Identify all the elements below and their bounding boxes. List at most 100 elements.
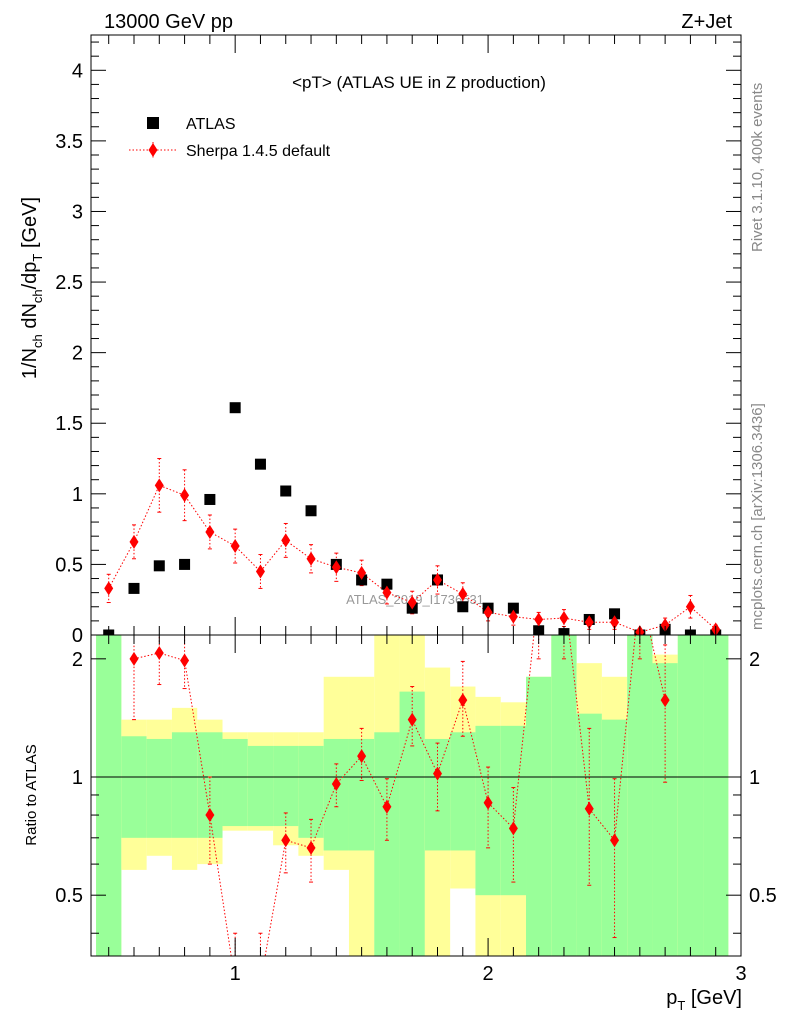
x-tick-label: 1	[230, 963, 241, 985]
ratio-point	[129, 651, 139, 666]
inner-band-bin	[450, 732, 476, 851]
sherpa-point	[483, 605, 493, 620]
atlas-data-point	[128, 582, 140, 594]
ratio-point	[635, 583, 644, 597]
legend-label-atlas: ATLAS	[186, 116, 236, 133]
inner-band-bin	[96, 635, 122, 956]
inner-band-bin	[399, 691, 425, 956]
y-tick-label-top: 3.5	[55, 131, 83, 153]
sherpa-point	[382, 585, 392, 600]
y-tick-label-ratio: 1	[72, 767, 83, 789]
y-tick-label-top: 4	[72, 60, 83, 82]
inner-band-bin	[298, 745, 324, 838]
sherpa-point	[331, 560, 341, 575]
inner-band-bin	[551, 635, 577, 956]
ratio-panel-frame	[90, 634, 742, 957]
x-tick-label: 2	[483, 963, 494, 985]
sherpa-point	[458, 587, 468, 602]
y-axis-title-ratio: Ratio to ATLAS	[23, 744, 40, 845]
sherpa-point	[534, 612, 544, 627]
ratio-point	[559, 583, 568, 597]
sherpa-point	[508, 609, 518, 624]
axis-tick-labels: 0 0.5 1 1.5 2 2.5 3 3.5 4 0.5 0.5 1 1 2 2 1 2 3	[55, 60, 777, 985]
sherpa-point	[104, 581, 114, 596]
x-tick-label: 3	[735, 963, 746, 985]
ratio-point	[584, 801, 594, 816]
ratio-point	[458, 693, 468, 708]
ratio-point	[382, 799, 392, 814]
atlas-data-point	[305, 505, 317, 517]
legend-label-sherpa: Sherpa 1.4.5 default	[186, 143, 331, 160]
ratio-point	[508, 821, 518, 836]
atlas-data-point	[179, 558, 191, 570]
sherpa-point	[154, 478, 164, 493]
x-axis-title: pT [GeV]	[666, 987, 742, 1013]
y-tick-label-top: 0	[72, 625, 83, 647]
sherpa-point	[432, 572, 442, 587]
site-label: mcplots.cern.ch [arXiv:1306.3436]	[749, 403, 766, 630]
y-tick-label-top: 0.5	[55, 554, 83, 576]
inner-band-bin	[526, 676, 552, 956]
inner-band-bin	[374, 732, 400, 956]
ratio-series-layer	[129, 583, 670, 956]
header-right: Z+Jet	[681, 11, 732, 33]
sherpa-point	[230, 539, 240, 554]
sherpa-point	[281, 533, 291, 548]
legend: ATLAS Sherpa 1.4.5 default	[129, 116, 331, 160]
y-tick-label-top: 2	[72, 343, 83, 365]
inner-band-bin	[247, 745, 274, 827]
ratio-uncertainty-bands	[96, 635, 729, 956]
sherpa-point	[255, 564, 265, 579]
inner-band-bin	[627, 635, 653, 956]
ratio-point	[407, 712, 417, 727]
ratio-point	[205, 808, 215, 823]
chart-title: <pT> (ATLAS UE in Z production)	[292, 73, 546, 92]
ratio-point	[483, 795, 493, 810]
sherpa-point	[357, 565, 367, 580]
inner-band-bin	[146, 738, 172, 838]
y-axis-title-top: 1/Nch dNch/dpT [GeV]	[19, 197, 45, 379]
y-tick-label-ratio-right: 2	[749, 649, 760, 671]
inner-band-bin	[500, 725, 527, 896]
inner-band-bin	[424, 738, 451, 851]
y-tick-label-ratio-right: 1	[749, 767, 760, 789]
y-tick-label-ratio-right: 0.5	[749, 885, 777, 907]
top-series-layer	[103, 402, 722, 635]
rivet-label: Rivet 3.1.10, 400k events	[749, 83, 766, 252]
sherpa-point	[306, 551, 316, 566]
sherpa-point	[180, 488, 190, 503]
header-left: 13000 GeV pp	[104, 11, 233, 33]
atlas-data-point	[280, 485, 292, 497]
sherpa-point	[610, 615, 620, 630]
inner-band-bin	[222, 738, 248, 827]
ratio-point	[306, 840, 316, 855]
inner-band-bin	[171, 732, 198, 838]
sherpa-point	[559, 611, 569, 626]
sherpa-point	[205, 524, 215, 539]
sherpa-point	[129, 534, 139, 549]
sherpa-point	[584, 615, 594, 630]
ratio-point	[660, 693, 670, 708]
y-tick-label-top: 1	[72, 484, 83, 506]
inner-band-bin	[677, 635, 704, 956]
atlas-data-point	[254, 458, 266, 470]
atlas-data-point	[381, 578, 393, 590]
axis-ticks	[91, 35, 742, 956]
ratio-point	[281, 833, 291, 848]
sherpa-point	[660, 618, 670, 633]
ratio-point	[154, 645, 164, 660]
y-tick-label-ratio: 0.5	[55, 885, 83, 907]
y-tick-label-ratio: 2	[72, 649, 83, 671]
ratio-point	[357, 749, 367, 764]
inner-band-bin	[323, 738, 349, 851]
atlas-data-point	[229, 402, 241, 414]
sherpa-point	[685, 599, 695, 614]
legend-marker-sherpa	[148, 143, 158, 157]
inner-band-bin	[703, 635, 729, 956]
ratio-point	[610, 833, 620, 848]
atlas-data-point	[153, 560, 165, 572]
inner-band-bin	[601, 719, 628, 956]
atlas-data-point	[507, 602, 519, 614]
ratio-point	[331, 776, 341, 791]
